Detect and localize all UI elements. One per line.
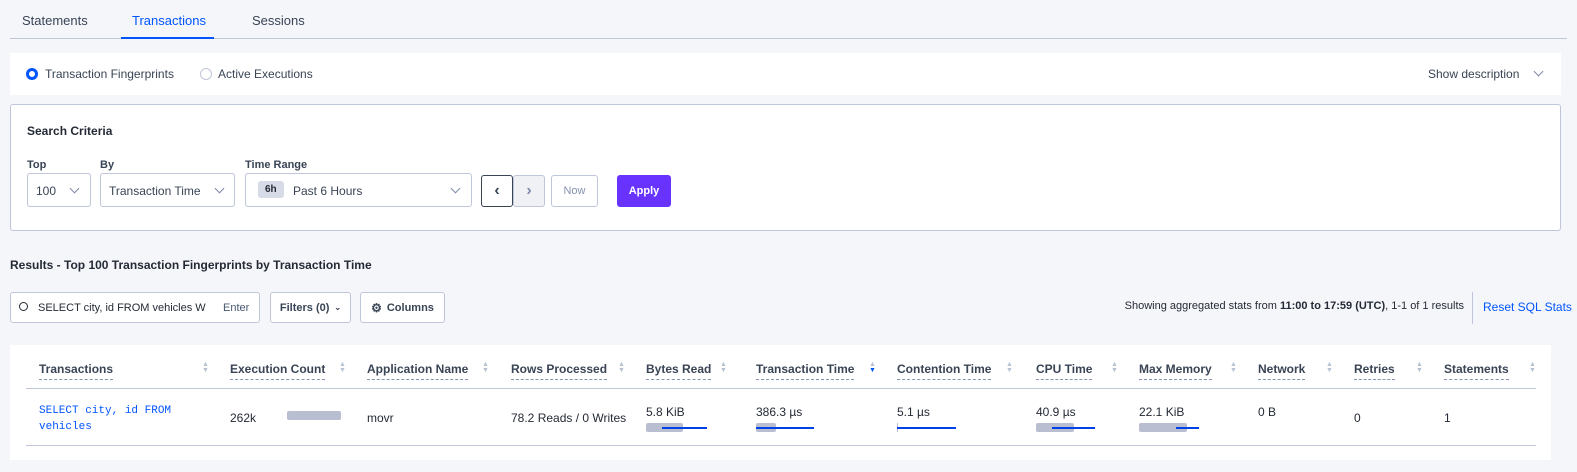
search-input[interactable]: SELECT city, id FROM vehicles W Enter bbox=[10, 292, 260, 323]
tab-divider bbox=[10, 38, 1567, 39]
time-range-label: Time Range bbox=[245, 159, 308, 171]
search-criteria: Search Criteria Top 100 By Transaction T… bbox=[10, 104, 1561, 231]
max-memory-bar bbox=[1139, 423, 1187, 432]
column-header[interactable]: Contention Time bbox=[897, 362, 992, 380]
radio-label: Transaction Fingerprints bbox=[45, 67, 174, 81]
summary-suffix: , 1-1 of 1 results bbox=[1385, 300, 1464, 312]
filters-button[interactable]: Filters (0) ⌄ bbox=[270, 292, 351, 323]
summary-timezone: (UTC) bbox=[1355, 300, 1386, 312]
header-divider bbox=[26, 388, 1536, 389]
sort-icon[interactable]: ▲ ▼ bbox=[720, 361, 727, 374]
sort-icon[interactable]: ▲ ▼ bbox=[618, 361, 625, 374]
chevron-down-icon bbox=[450, 183, 461, 194]
chevron-down-icon: ⌄ bbox=[334, 303, 342, 312]
sort-icon[interactable]: ▲ ▼ bbox=[1230, 361, 1237, 374]
contention-time: 5.1 µs bbox=[897, 405, 930, 419]
column-header[interactable]: CPU Time bbox=[1036, 362, 1093, 380]
column-header[interactable]: Max Memory bbox=[1139, 362, 1212, 380]
sort-icon[interactable]: ▲ ▼ bbox=[202, 361, 209, 374]
cpu-time-range bbox=[1052, 427, 1095, 429]
column-header[interactable]: Rows Processed bbox=[511, 362, 608, 380]
results-summary: Showing aggregated stats from 11:00 to 1… bbox=[1125, 300, 1464, 312]
contention-time-range bbox=[897, 427, 956, 429]
chevron-down-icon bbox=[1533, 66, 1544, 77]
summary-prefix: Showing aggregated stats from bbox=[1124, 300, 1280, 312]
column-header[interactable]: Application Name bbox=[367, 362, 469, 380]
search-icon bbox=[19, 302, 28, 311]
transaction-time: 386.3 µs bbox=[756, 405, 803, 419]
chevron-left-icon: ‹ bbox=[494, 182, 500, 199]
results-title: Results - Top 100 Transaction Fingerprin… bbox=[10, 258, 372, 272]
sort-icon[interactable]: ▲ ▼ bbox=[1111, 361, 1118, 374]
row-divider bbox=[26, 445, 1536, 446]
view-selector: Transaction Fingerprints Active Executio… bbox=[10, 53, 1561, 95]
column-header[interactable]: Retries bbox=[1354, 362, 1395, 380]
network: 0 B bbox=[1258, 405, 1277, 419]
max-memory-range bbox=[1176, 427, 1199, 429]
tab-transactions[interactable]: Transactions bbox=[132, 13, 206, 28]
top-value: 100 bbox=[36, 184, 57, 198]
cpu-time: 40.9 µs bbox=[1036, 405, 1076, 419]
time-value: Past 6 Hours bbox=[293, 184, 363, 198]
transaction-time-range bbox=[756, 427, 814, 429]
sort-icon[interactable]: ▲ ▼ bbox=[1006, 361, 1013, 374]
rows-processed: 78.2 Reads / 0 Writes bbox=[511, 411, 627, 425]
sort-icon[interactable]: ▲ ▼ bbox=[1326, 361, 1333, 374]
show-description-button[interactable]: Show description bbox=[1428, 67, 1520, 81]
chevron-down-icon bbox=[214, 183, 225, 194]
execution-count-bar bbox=[287, 411, 341, 420]
divider bbox=[1472, 292, 1473, 324]
column-header[interactable]: Statements bbox=[1444, 362, 1509, 380]
search-value: SELECT city, id FROM vehicles W bbox=[38, 302, 206, 314]
column-header[interactable]: Transaction Time bbox=[756, 362, 855, 380]
column-header[interactable]: Bytes Read bbox=[646, 362, 712, 380]
search-criteria-title: Search Criteria bbox=[27, 124, 113, 138]
sort-icon[interactable]: ▲ ▼ bbox=[339, 361, 346, 374]
by-value: Transaction Time bbox=[109, 184, 201, 198]
by-label: By bbox=[100, 159, 115, 171]
bytes-read: 5.8 KiB bbox=[646, 405, 685, 419]
sort-icon[interactable]: ▲ ▼ bbox=[1416, 361, 1423, 374]
retries: 0 bbox=[1354, 411, 1361, 425]
time-badge: 6h bbox=[258, 181, 284, 198]
column-header[interactable]: Execution Count bbox=[230, 362, 326, 380]
tab-sessions[interactable]: Sessions bbox=[252, 13, 305, 28]
gear-icon: ⚙ bbox=[371, 300, 382, 315]
transaction-link[interactable]: SELECT city, id FROM vehicles bbox=[39, 405, 172, 433]
application-name: movr bbox=[367, 411, 394, 425]
radio-active-executions[interactable] bbox=[200, 68, 212, 80]
sort-icon[interactable]: ▲ ▼ bbox=[869, 361, 876, 374]
columns-label: Columns bbox=[386, 301, 434, 314]
column-header[interactable]: Network bbox=[1258, 362, 1306, 380]
sort-icon[interactable]: ▲ ▼ bbox=[1529, 361, 1536, 374]
transactions-table bbox=[10, 345, 1551, 460]
tab-statements[interactable]: Statements bbox=[22, 13, 88, 28]
column-header[interactable]: Transactions bbox=[39, 362, 114, 380]
execution-count: 262k bbox=[230, 411, 257, 425]
sort-icon[interactable]: ▲ ▼ bbox=[482, 361, 489, 374]
apply-button[interactable]: Apply bbox=[617, 175, 671, 207]
columns-button[interactable]: ⚙ Columns bbox=[360, 292, 445, 323]
previous-time-button[interactable]: ‹ bbox=[481, 175, 513, 207]
radio-transaction-fingerprints[interactable] bbox=[26, 68, 38, 80]
time-range-select[interactable]: 6h Past 6 Hours bbox=[245, 173, 472, 207]
max-memory: 22.1 KiB bbox=[1139, 405, 1185, 419]
statements: 1 bbox=[1444, 411, 1451, 425]
top-label: Top bbox=[27, 159, 47, 171]
top-select[interactable]: 100 bbox=[27, 173, 91, 207]
chevron-down-icon bbox=[69, 183, 80, 194]
reset-sql-stats-link[interactable]: Reset SQL Stats bbox=[1483, 300, 1572, 314]
active-tab-indicator bbox=[121, 37, 214, 39]
enter-hint: Enter bbox=[223, 302, 250, 314]
next-time-button[interactable]: › bbox=[513, 175, 545, 207]
chevron-right-icon: › bbox=[526, 182, 532, 199]
summary-range: 11:00 to 17:59 bbox=[1279, 300, 1353, 312]
filters-label: Filters (0) bbox=[279, 301, 330, 314]
now-button[interactable]: Now bbox=[551, 175, 598, 207]
bytes-read-range bbox=[662, 427, 707, 429]
by-select[interactable]: Transaction Time bbox=[100, 173, 235, 207]
radio-label: Active Executions bbox=[218, 67, 313, 81]
